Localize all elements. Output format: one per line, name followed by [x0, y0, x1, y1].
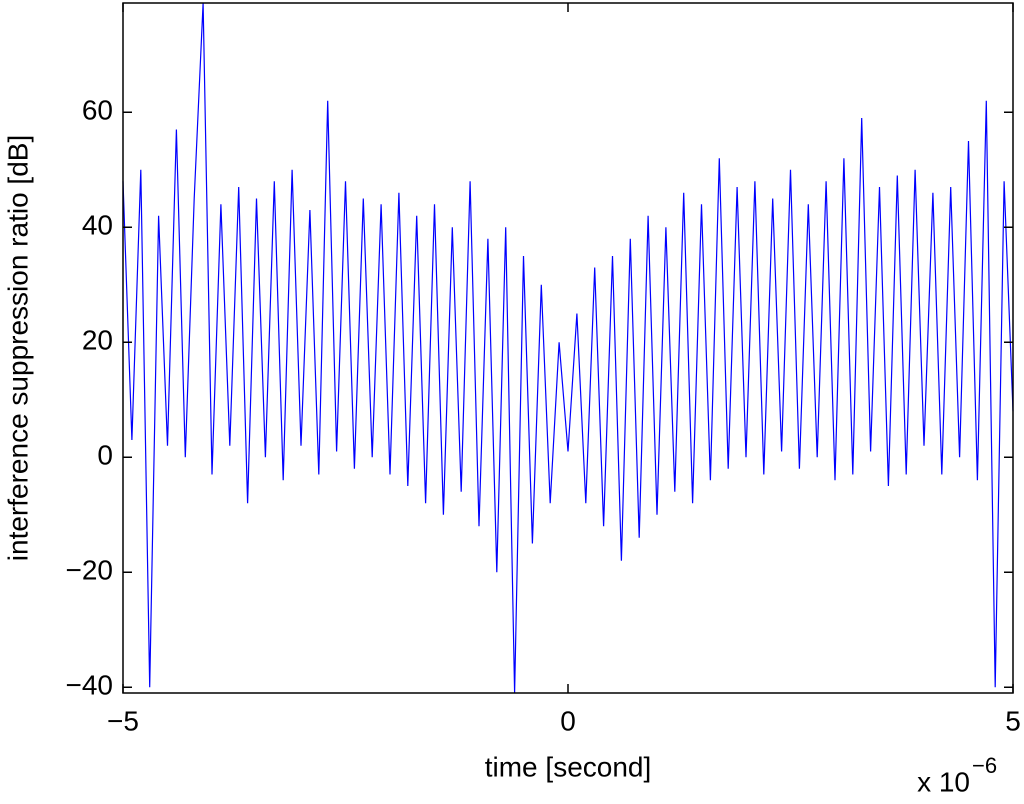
x-tick-label: 5: [1005, 705, 1021, 736]
y-axis-label: interference suppression ratio [dB]: [2, 135, 33, 561]
y-tick-label: −40: [66, 670, 114, 701]
plot-area: [123, 3, 1013, 693]
y-tick-label: 0: [97, 440, 113, 471]
y-tick-label: −20: [66, 555, 114, 586]
data-line: [122, 2, 1014, 694]
x-tick-label: −5: [107, 705, 139, 736]
x-multiplier-exponent: −6: [972, 753, 997, 778]
y-tick-label: 60: [82, 95, 113, 126]
x-tick-label: 0: [560, 705, 576, 736]
x-axis-label: time [second]: [485, 751, 652, 782]
y-tick-label: 40: [82, 210, 113, 241]
x-multiplier: x 10: [917, 766, 970, 797]
y-tick-label: 20: [82, 325, 113, 356]
